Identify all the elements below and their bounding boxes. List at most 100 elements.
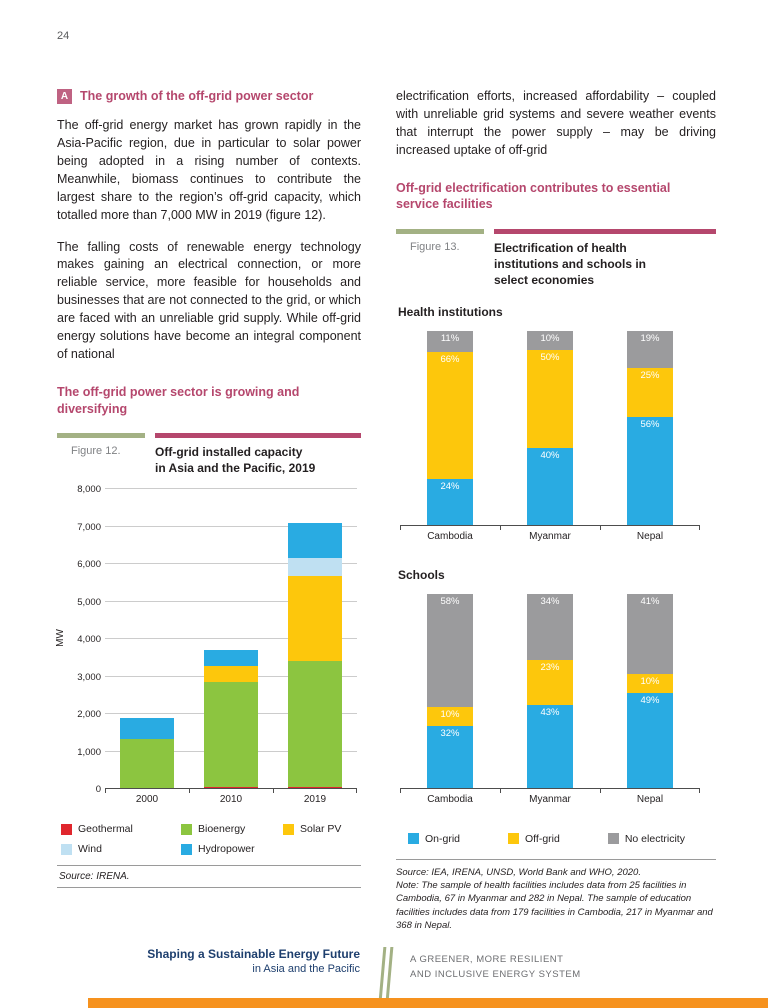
chart-plot-area: 32% 10% 58% 43% 23% 34% 49% 10% 41% bbox=[400, 593, 700, 793]
health-chart-title: Health institutions bbox=[398, 304, 503, 319]
x-axis-tick bbox=[400, 525, 401, 530]
figure12-title-block: Off-grid installed capacity in Asia and … bbox=[155, 433, 361, 477]
gridline bbox=[105, 563, 357, 565]
footer-subtitle: in Asia and the Pacific bbox=[252, 962, 360, 975]
legend-swatch-geothermal bbox=[61, 823, 72, 835]
segment-value-label: 19% bbox=[640, 332, 660, 344]
legend-label: Hydropower bbox=[198, 843, 255, 856]
page-number: 24 bbox=[57, 30, 70, 42]
chart-plot-area: 24% 66% 11% 40% 50% 10% 56% 25% 19% bbox=[400, 330, 700, 530]
x-axis-tick bbox=[500, 525, 501, 530]
legend-item-solar-pv: Solar PV bbox=[283, 823, 361, 835]
x-axis-line bbox=[400, 524, 700, 526]
x-axis-tick bbox=[600, 525, 601, 530]
legend-item-geothermal: Geothermal bbox=[61, 823, 181, 835]
figure13-header: Figure 13. Electrification of health ins… bbox=[396, 229, 716, 288]
y-axis-tick-label: 8,000 bbox=[77, 484, 101, 496]
chart-plot-area bbox=[105, 488, 357, 794]
legend-swatch-bioenergy bbox=[181, 823, 192, 835]
figure13-source: Source: IEA, IRENA, UNSD, World Bank and… bbox=[396, 866, 641, 878]
bar-segment-no-electricity: 19% bbox=[627, 330, 673, 368]
figure13-label-block: Figure 13. bbox=[396, 229, 484, 288]
segment-value-label: 23% bbox=[540, 662, 560, 674]
figure12-legend: Geothermal Bioenergy Solar PV Wind Hydropowe… bbox=[61, 823, 361, 855]
bar-segment-solar-pv bbox=[288, 576, 342, 662]
bar-segment-hydropower bbox=[288, 522, 342, 559]
legend-swatch-no-electricity bbox=[607, 833, 619, 845]
figure12-source: Source: IRENA. bbox=[57, 865, 361, 889]
footer-chapter-label: A GREENER, MORE RESILIENT AND INCLUSIVE … bbox=[410, 953, 581, 982]
divider-line bbox=[378, 947, 387, 1001]
x-axis-tick bbox=[189, 789, 190, 794]
x-axis-tick bbox=[105, 789, 106, 794]
y-axis-tick-label: 7,000 bbox=[77, 521, 101, 533]
x-axis-line bbox=[105, 788, 357, 790]
left-column: A The growth of the off-grid power secto… bbox=[55, 88, 361, 889]
segment-value-label: 32% bbox=[440, 728, 460, 740]
legend-item-off-grid: Off-grid bbox=[508, 833, 560, 845]
legend-swatch-off-grid bbox=[508, 833, 520, 845]
legend-label: Wind bbox=[78, 843, 102, 856]
bar-segment-on-grid: 49% bbox=[627, 693, 673, 789]
segment-value-label: 34% bbox=[540, 595, 560, 607]
bar-segment-on-grid: 40% bbox=[527, 447, 573, 526]
segment-value-label: 40% bbox=[540, 449, 560, 461]
gridline bbox=[105, 525, 357, 527]
gridline bbox=[105, 488, 357, 490]
figure13-intro-heading: Off-grid electrification contributes to … bbox=[396, 180, 671, 212]
footer-divider-lines bbox=[378, 947, 394, 1001]
x-axis-category-label: Nepal bbox=[636, 530, 664, 542]
x-axis-category-label: 2010 bbox=[219, 794, 243, 806]
x-axis-tick bbox=[600, 788, 601, 793]
y-axis-tick-label: 4,000 bbox=[77, 634, 101, 646]
figure12-chart: 0 1,000 2,000 3,000 4,000 5,000 6,000 7,000 8,00… bbox=[55, 484, 361, 813]
legend-label: Solar PV bbox=[300, 823, 342, 836]
bar-segment-bioenergy bbox=[204, 682, 258, 787]
legend-item-on-grid: On-grid bbox=[408, 833, 460, 845]
right-column: electrification efforts, increased affor… bbox=[396, 88, 716, 932]
figure-rule-green bbox=[57, 433, 145, 439]
y-axis-tick-label: 3,000 bbox=[77, 671, 101, 683]
bar-segment-no-electricity: 41% bbox=[627, 593, 673, 674]
bar-segment-off-grid: 25% bbox=[627, 367, 673, 417]
figure13-title-block: Electrification of health institutions a… bbox=[494, 229, 716, 288]
bar-segment-off-grid: 50% bbox=[527, 350, 573, 448]
x-axis-tick bbox=[500, 788, 501, 793]
legend-label: On-grid bbox=[425, 832, 461, 845]
segment-value-label: 58% bbox=[440, 595, 460, 607]
figure12-intro-heading: The off-grid power sector is growing and… bbox=[57, 384, 300, 416]
figure-rule-green bbox=[396, 229, 484, 235]
bar-segment-on-grid: 56% bbox=[627, 416, 673, 526]
bar-segment-no-electricity: 11% bbox=[427, 330, 473, 352]
x-axis-category-label: 2000 bbox=[135, 794, 159, 806]
segment-value-label: 11% bbox=[440, 332, 460, 344]
legend-item-hydropower: Hydropower bbox=[181, 843, 283, 855]
bar-segment-geothermal bbox=[288, 786, 342, 790]
legend-swatch-solar-pv bbox=[283, 823, 294, 835]
section-title: The growth of the off-grid power sector bbox=[80, 89, 314, 103]
bar-segment-off-grid: 23% bbox=[527, 660, 573, 705]
segment-value-label: 43% bbox=[540, 706, 560, 718]
segment-value-label: 10% bbox=[540, 332, 560, 344]
x-axis-category-label: Myanmar bbox=[529, 530, 571, 542]
x-axis-category-label: Cambodia bbox=[427, 530, 473, 542]
figure12-label-block: Figure 12. bbox=[57, 433, 145, 477]
figure13-title: Electrification of health institutions a… bbox=[494, 241, 647, 287]
bar-segment-wind bbox=[288, 558, 342, 577]
y-axis-tick-label: 5,000 bbox=[77, 596, 101, 608]
legend-item-bioenergy: Bioenergy bbox=[181, 823, 283, 835]
figure-rule-pink bbox=[155, 433, 361, 439]
x-axis-category-label: 2019 bbox=[303, 794, 327, 806]
legend-label: Off-grid bbox=[525, 832, 560, 845]
footer-publication-title: Shaping a Sustainable Energy Future in A… bbox=[147, 946, 360, 975]
x-axis-tick bbox=[400, 788, 401, 793]
bar-segment-bioenergy bbox=[288, 661, 342, 787]
divider-line bbox=[385, 947, 394, 1001]
segment-value-label: 10% bbox=[440, 708, 460, 720]
segment-value-label: 56% bbox=[640, 418, 660, 430]
bar-segment-hydropower bbox=[120, 718, 174, 739]
footer-title: Shaping a Sustainable Energy Future bbox=[147, 947, 360, 961]
bar-segment-on-grid: 43% bbox=[527, 704, 573, 789]
segment-value-label: 10% bbox=[640, 675, 660, 687]
legend-label: No electricity bbox=[624, 832, 685, 845]
